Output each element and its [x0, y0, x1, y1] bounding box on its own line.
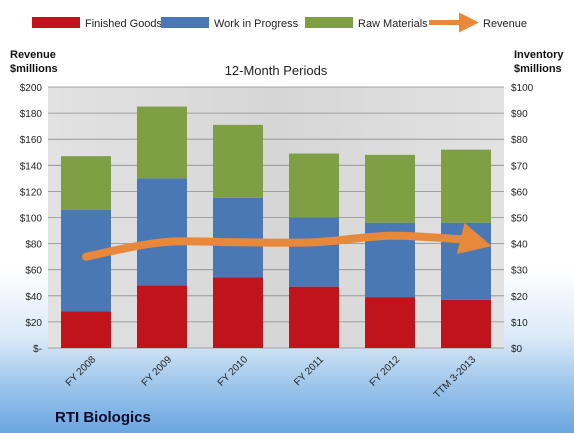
right-axis-title-line1: Inventory: [514, 49, 564, 61]
left-tick-label: $80: [25, 240, 42, 251]
bar-raw-materials: [137, 106, 187, 179]
right-tick-label: $40: [511, 240, 528, 251]
bar-finished-goods: [61, 311, 111, 348]
legend-label: Revenue: [483, 18, 527, 30]
gridlines: [48, 86, 504, 349]
legend-swatch: [32, 17, 80, 28]
x-tick-label: FY 2008: [64, 354, 99, 389]
right-tick-label: $50: [511, 214, 528, 225]
bar-raw-materials: [213, 124, 263, 198]
bar-raw-materials: [289, 153, 339, 218]
bar-raw-materials: [365, 154, 415, 223]
bar-work-in-progress: [441, 222, 491, 300]
right-tick-label: $20: [511, 292, 528, 303]
x-tick-label: FY 2012: [368, 354, 403, 389]
left-tick-label: $40: [25, 292, 42, 303]
right-tick-label: $90: [511, 109, 528, 120]
bar-work-in-progress: [137, 178, 187, 286]
left-axis-title-line1: Revenue: [10, 49, 56, 61]
chart-title: 12-Month Periods: [225, 63, 328, 78]
left-tick-label: $60: [25, 266, 42, 277]
right-tick-label: $80: [511, 135, 528, 146]
bar-raw-materials: [61, 156, 111, 210]
legend-label: Raw Materials: [358, 18, 428, 30]
left-tick-label: $180: [20, 109, 43, 120]
right-axis: $0 $10 $20 $30 $40 $50 $60 $70 $80 $90 $100: [511, 83, 534, 355]
x-tick-label: FY 2009: [140, 354, 175, 389]
right-tick-label: $100: [511, 83, 534, 94]
revenue-line: [82, 222, 492, 261]
legend: Finished Goods Work in Progress Raw Materi…: [32, 12, 527, 33]
bar-raw-materials: [441, 149, 491, 223]
bar-finished-goods: [365, 297, 415, 348]
right-tick-label: $10: [511, 318, 528, 329]
x-tick-label: FY 2010: [216, 354, 251, 389]
bar-finished-goods: [213, 277, 263, 348]
x-axis: FY 2008 FY 2009 FY 2010 FY 2011 FY 2012 TTM 3…: [64, 354, 479, 401]
left-tick-label: $100: [20, 214, 43, 225]
company-name: RTI Biologics: [55, 409, 151, 426]
x-tick-label: FY 2011: [292, 354, 326, 388]
right-tick-label: $70: [511, 161, 528, 172]
revenue-line-layer: [82, 222, 492, 261]
bar-finished-goods: [441, 299, 491, 348]
legend-swatch: [305, 17, 353, 28]
left-axis: $- $20 $40 $60 $80 $100 $120 $140 $160 $180 $200: [20, 83, 43, 355]
bar-finished-goods: [289, 286, 339, 348]
bar-finished-goods: [137, 285, 187, 348]
left-tick-label: $160: [20, 135, 43, 146]
bar-work-in-progress: [213, 197, 263, 278]
left-tick-label: $20: [25, 318, 42, 329]
left-axis-title-line2: $millions: [10, 63, 58, 75]
right-axis-title-line2: $millions: [514, 63, 562, 75]
left-tick-label: $-: [33, 344, 42, 355]
left-tick-label: $200: [20, 83, 43, 94]
right-tick-label: $0: [511, 344, 523, 355]
x-tick-label: TTM 3-2013: [432, 354, 479, 401]
legend-label: Finished Goods: [85, 18, 163, 30]
left-tick-label: $120: [20, 187, 43, 198]
right-tick-label: $30: [511, 266, 528, 277]
legend-label: Work in Progress: [214, 18, 299, 30]
bar-layer: [61, 106, 491, 348]
left-tick-label: $140: [20, 161, 43, 172]
right-tick-label: $60: [511, 187, 528, 198]
bar-work-in-progress: [289, 217, 339, 287]
legend-swatch: [161, 17, 209, 28]
